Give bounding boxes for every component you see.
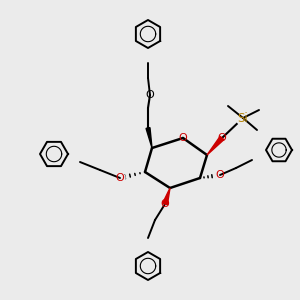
- Text: O: O: [146, 90, 154, 100]
- Text: O: O: [178, 133, 188, 143]
- Text: O: O: [216, 170, 224, 180]
- Polygon shape: [146, 128, 152, 148]
- Circle shape: [115, 173, 125, 183]
- Circle shape: [215, 170, 225, 180]
- Text: Si: Si: [238, 112, 248, 124]
- Circle shape: [178, 133, 188, 143]
- Polygon shape: [163, 188, 170, 205]
- Circle shape: [145, 90, 155, 100]
- Polygon shape: [207, 136, 224, 155]
- Text: O: O: [160, 199, 169, 209]
- Text: O: O: [218, 133, 226, 143]
- Circle shape: [160, 199, 170, 209]
- Circle shape: [217, 133, 227, 143]
- Circle shape: [236, 111, 250, 125]
- Text: O: O: [116, 173, 124, 183]
